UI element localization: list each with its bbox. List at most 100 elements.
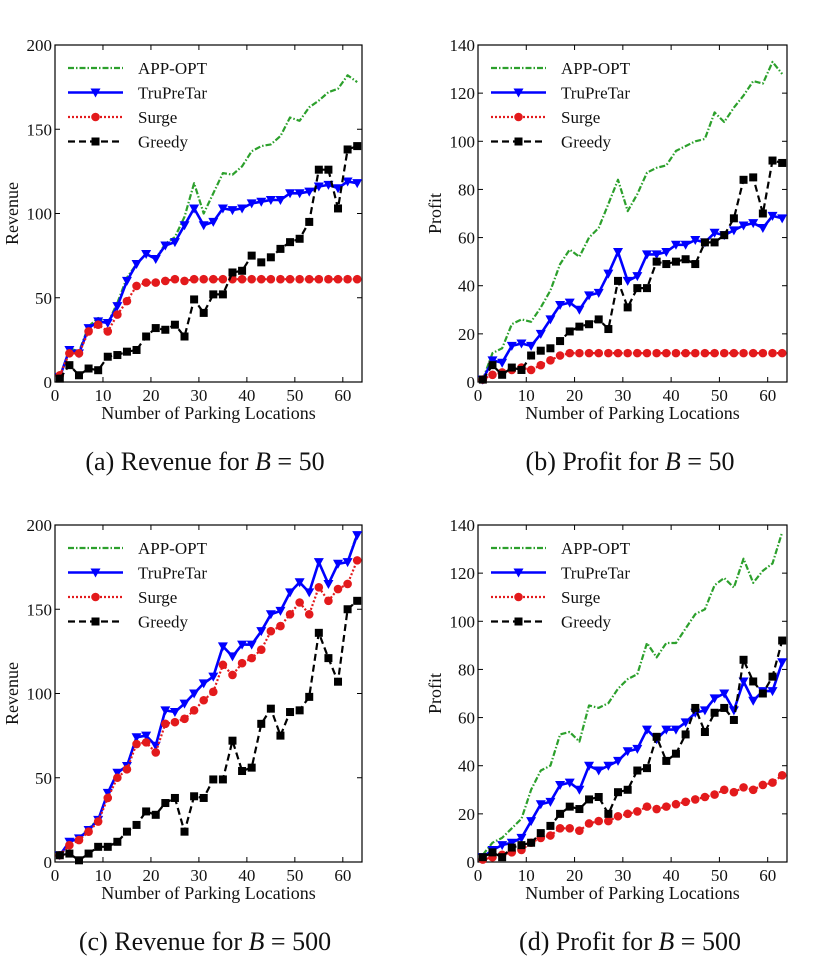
data-point-trupretar <box>294 189 305 199</box>
data-point-surge <box>208 687 218 697</box>
chart-revenue-b500: 0 10 20 30 40 50 60 0 50 100 150 200 Number of Parki… <box>2 516 363 956</box>
legend: APP-OPT TruPreTar Surge Greedy <box>491 539 631 632</box>
data-point-surge <box>690 348 700 358</box>
data-point-greedy <box>247 251 256 260</box>
series-trupretar <box>477 658 788 863</box>
legend-label-greedy: Greedy <box>561 133 612 152</box>
data-point-surge <box>333 274 343 284</box>
data-point-greedy <box>199 793 208 802</box>
data-point-trupretar <box>670 725 681 735</box>
data-point-trupretar <box>112 768 123 778</box>
data-point-trupretar <box>304 588 315 598</box>
data-point-surge <box>180 276 189 286</box>
data-point-trupretar <box>275 606 286 616</box>
data-point-surge <box>526 365 536 375</box>
data-point-greedy <box>276 244 285 253</box>
data-point-greedy <box>247 763 256 772</box>
data-point-surge <box>276 274 285 284</box>
data-point-surge <box>777 771 787 780</box>
data-point-trupretar <box>227 206 238 216</box>
data-point-surge <box>536 360 546 370</box>
data-point-greedy <box>238 767 247 776</box>
data-point-surge <box>623 348 632 358</box>
data-point-trupretar <box>256 197 267 207</box>
data-point-surge <box>218 660 228 670</box>
data-point-trupretar <box>189 689 200 699</box>
data-point-greedy <box>94 842 103 851</box>
data-point-trupretar <box>767 687 778 697</box>
data-point-trupretar <box>613 756 624 766</box>
data-point-trupretar <box>189 204 200 214</box>
plot-frame <box>477 44 788 383</box>
legend-label-trupretar: TruPreTar <box>561 564 630 583</box>
chart-profit-b50: 0 10 20 30 40 50 60 0 20 40 60 80 100 120 140 Number of… <box>425 36 788 476</box>
data-point-greedy <box>739 175 748 184</box>
data-point-greedy <box>343 605 352 614</box>
series-line-surge <box>58 559 359 857</box>
data-point-trupretar <box>690 235 701 245</box>
y-tick-label: 50 <box>35 289 52 308</box>
data-point-trupretar <box>526 817 537 827</box>
data-point-surge <box>113 310 122 319</box>
data-point-greedy <box>334 677 343 686</box>
data-point-surge <box>739 348 748 358</box>
chart-caption: (b) Profit for B = 50 <box>526 447 735 476</box>
data-point-greedy <box>778 158 787 167</box>
data-point-trupretar <box>603 269 614 279</box>
data-point-greedy <box>652 732 661 741</box>
data-point-surge <box>65 840 74 850</box>
data-point-greedy <box>623 785 632 794</box>
data-point-surge <box>295 598 304 607</box>
data-point-surge <box>276 621 285 631</box>
data-point-greedy <box>170 793 179 802</box>
y-tick-label: 80 <box>458 180 475 199</box>
data-point-trupretar <box>613 248 624 258</box>
series-line-trupretar <box>482 661 784 859</box>
data-point-surge <box>170 717 180 727</box>
data-point-trupretar <box>131 260 142 270</box>
data-point-greedy <box>671 257 680 266</box>
data-point-surge <box>266 274 276 284</box>
series-line-greedy <box>58 145 358 380</box>
data-point-trupretar <box>777 214 788 224</box>
series-greedy <box>478 636 787 862</box>
series-surge <box>478 348 787 384</box>
data-point-greedy <box>305 692 314 701</box>
x-tick-label: 30 <box>614 866 631 885</box>
y-tick-label: 60 <box>458 709 475 728</box>
data-point-greedy <box>498 370 507 379</box>
data-point-greedy <box>585 795 594 804</box>
data-point-greedy <box>614 276 623 285</box>
data-point-greedy <box>749 173 758 182</box>
data-point-trupretar <box>670 240 681 250</box>
data-point-trupretar <box>150 741 161 751</box>
y-tick-label: 0 <box>44 853 53 872</box>
data-point-trupretar <box>342 558 353 568</box>
legend-marker-surge <box>91 112 100 122</box>
data-point-surge <box>700 792 710 802</box>
y-axis-label: Revenue <box>2 182 22 245</box>
data-point-surge <box>555 351 565 360</box>
data-point-greedy <box>768 156 777 165</box>
series-line-greedy <box>59 599 358 862</box>
data-point-greedy <box>257 258 266 267</box>
x-tick-label: 0 <box>51 386 60 405</box>
data-point-trupretar <box>555 780 566 790</box>
data-point-surge <box>285 610 295 619</box>
data-point-greedy <box>218 290 227 299</box>
data-point-greedy <box>546 344 555 353</box>
x-tick-label: 0 <box>474 386 483 405</box>
data-point-surge <box>575 348 584 358</box>
data-point-surge <box>729 348 739 358</box>
data-point-trupretar <box>169 708 180 718</box>
legend-label-surge: Surge <box>138 588 177 607</box>
y-axis-label: Revenue <box>2 662 22 725</box>
data-point-greedy <box>633 284 642 293</box>
data-point-greedy <box>74 371 83 380</box>
data-point-greedy <box>517 365 526 374</box>
data-point-trupretar <box>198 221 209 231</box>
data-point-greedy <box>536 829 545 838</box>
x-tick-label: 60 <box>759 866 776 885</box>
data-point-trupretar <box>593 288 604 298</box>
data-point-surge <box>256 274 266 284</box>
